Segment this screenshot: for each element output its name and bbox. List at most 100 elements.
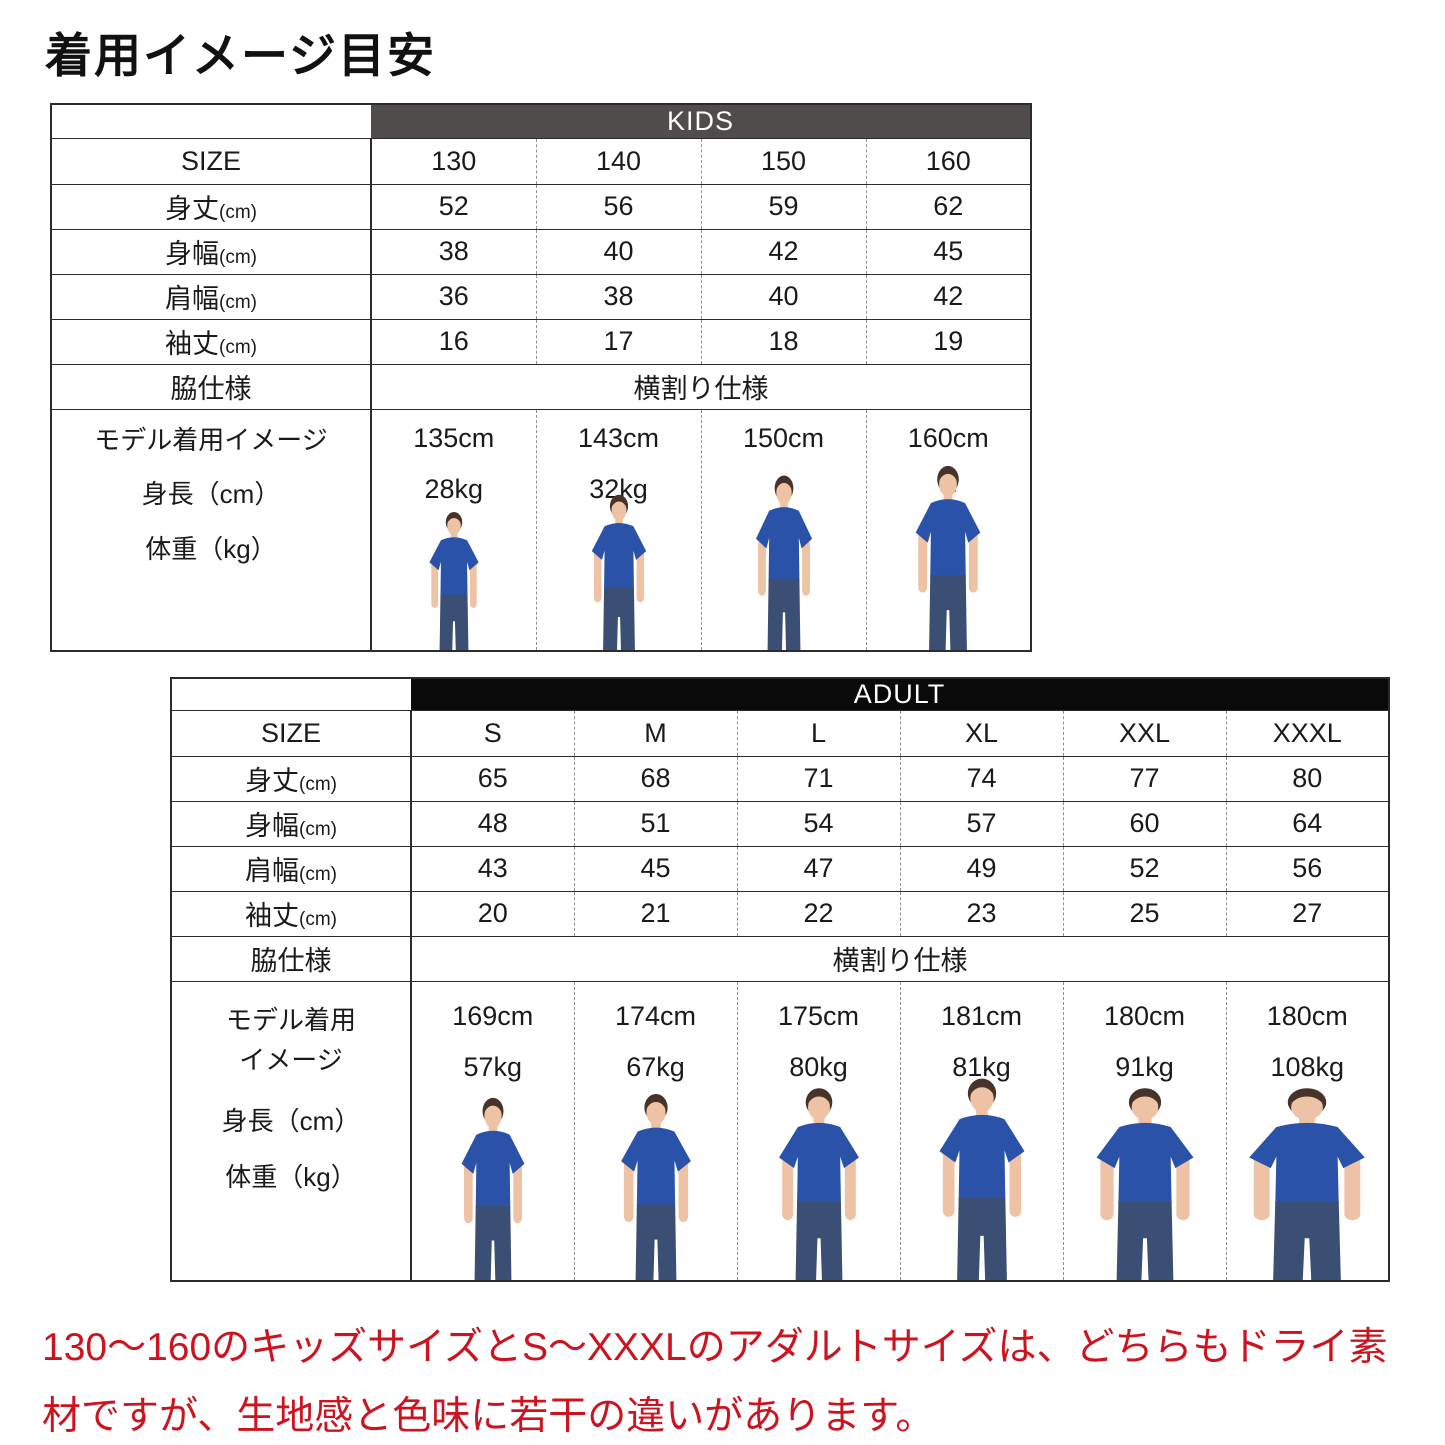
kids-body-width-row: 身幅(cm) 38 40 42 45 [51,228,1031,275]
model-height: 169cm [452,1000,534,1031]
adult-model-row: モデル着用 イメージ 身長（cm） 体重（kg） 169cm 57kg [171,980,1389,1282]
measure-row-label: 身幅(cm) [51,228,372,275]
size-row-label: SIZE [51,137,372,185]
model-weight: 91kg [1115,1052,1174,1083]
side-seam-label: 脇仕様 [51,363,372,410]
model-photo [587,488,651,650]
model-row-label: モデル着用 イメージ 身長（cm） 体重（kg） [171,980,412,1282]
measure-value-cell: 19 [865,318,1031,365]
measure-value-cell: 57 [899,800,1063,847]
size-column-header: XL [899,709,1063,757]
model-height: 160cm [907,422,989,453]
model-label-line: モデル着用イメージ [94,424,328,455]
measure-value-cell: 36 [371,273,536,320]
measure-row-label: 身幅(cm) [171,800,412,847]
measure-row-label: 肩幅(cm) [171,845,412,892]
model-label-line: 体重（kg） [145,534,277,565]
adult-body-width-row: 身幅(cm) 48 51 54 57 60 64 [171,800,1389,847]
model-cell: 180cm 108kg [1225,980,1389,1282]
size-column-header: S [411,709,574,757]
measure-value-cell: 23 [899,890,1063,937]
measure-value-cell: 49 [899,845,1063,892]
kids-corner-cell [51,103,371,139]
model-cell: 160cm – [865,408,1031,652]
model-photo [456,1090,530,1280]
model-photo [772,1080,866,1280]
measure-value-cell: 40 [535,228,701,275]
measure-value-cell: 17 [535,318,701,365]
model-row-label-lines: モデル着用 イメージ 身長（cm） 体重（kg） [172,1004,409,1194]
side-seam-label: 脇仕様 [171,935,412,982]
kids-group-header: KIDS [371,103,1031,139]
model-stats: 180cm 108kg [1227,982,1388,1083]
size-column-header: XXL [1062,709,1226,757]
side-seam-value: 横割り仕様 [371,363,1031,410]
kids-band-row: KIDS [51,103,1031,139]
footnote-text: 130〜160のキッズサイズとS〜XXXLのアダルトサイズは、どちらもドライ素材… [42,1325,1388,1438]
measure-row-label: 袖丈(cm) [51,318,372,365]
model-weight: 28kg [424,474,484,505]
measure-value-cell: 51 [573,800,737,847]
adult-group-header: ADULT [411,677,1389,711]
size-column-header: 150 [700,137,866,185]
measure-value-cell: 18 [700,318,866,365]
model-height: 174cm [614,1000,697,1031]
model-label-line: 身長（cm） [221,1106,361,1137]
adult-side-seam-row: 脇仕様 横割り仕様 [171,935,1389,982]
measure-row-label: 身丈(cm) [171,755,412,802]
model-cell: 175cm 80kg [736,980,900,1282]
measure-value-cell: 38 [535,273,701,320]
measure-value-cell: 27 [1225,890,1389,937]
model-stats: 135cm 28kg [372,410,536,505]
measure-label-unit: (cm) [299,909,337,931]
model-label-line: イメージ [239,1044,343,1075]
kids-size-header-row: SIZE 130 140 150 160 [51,137,1031,185]
measure-label-text: 身幅 [245,811,299,842]
measure-label-unit: (cm) [299,819,337,841]
measure-value-cell: 22 [736,890,900,937]
measure-value-cell: 20 [411,890,574,937]
adult-sleeve-length-row: 袖丈(cm) 20 21 22 23 25 27 [171,890,1389,937]
model-row-label: モデル着用イメージ 身長（cm） 体重（kg） [51,408,372,652]
measure-value-cell: 25 [1062,890,1226,937]
measure-value-cell: 77 [1062,755,1226,802]
model-height: 175cm [777,1000,860,1031]
measure-label-unit: (cm) [219,337,257,359]
page-title: 着用イメージ目安 [45,29,437,82]
model-label-line: 身長（cm） [141,478,281,509]
model-cell: 174cm 67kg [573,980,737,1282]
model-label-line: モデル着用 [225,1004,356,1035]
measure-row-label: 身丈(cm) [51,183,372,230]
measure-value-cell: 45 [865,228,1031,275]
measure-value-cell: 40 [700,273,866,320]
model-height: 181cm [940,1000,1023,1031]
measure-value-cell: 80 [1225,755,1389,802]
adult-body-length-row: 身丈(cm) 65 68 71 74 77 80 [171,755,1389,802]
measure-label-text: 袖丈 [165,329,219,360]
model-label-line: 体重（kg） [225,1162,357,1193]
measure-value-cell: 16 [371,318,536,365]
measure-value-cell: 65 [411,755,574,802]
model-photo [1088,1080,1202,1280]
adult-size-header-row: SIZE S M L XL XXL XXXL [171,709,1389,757]
model-weight: 57kg [463,1052,523,1083]
model-height: 135cm [413,422,495,453]
measure-value-cell: 47 [736,845,900,892]
measure-label-unit: (cm) [219,202,257,224]
model-cell: 143cm 32kg [535,408,701,652]
kids-sleeve-length-row: 袖丈(cm) 16 17 18 19 [51,318,1031,365]
model-stats: 174cm 67kg [575,982,737,1083]
model-height: 143cm [577,422,660,453]
size-column-header: L [736,709,900,757]
adult-shoulder-width-row: 肩幅(cm) 43 45 47 49 52 56 [171,845,1389,892]
size-column-header: 130 [371,137,536,185]
size-column-header: 140 [535,137,701,185]
measure-label-text: 袖丈 [245,901,299,932]
model-weight: 80kg [789,1052,848,1083]
measure-value-cell: 64 [1225,800,1389,847]
measure-label-text: 身丈 [245,766,299,797]
model-stats: 181cm 81kg [901,982,1063,1083]
measure-row-label: 肩幅(cm) [51,273,372,320]
kids-body-length-row: 身丈(cm) 52 56 59 62 [51,183,1031,230]
